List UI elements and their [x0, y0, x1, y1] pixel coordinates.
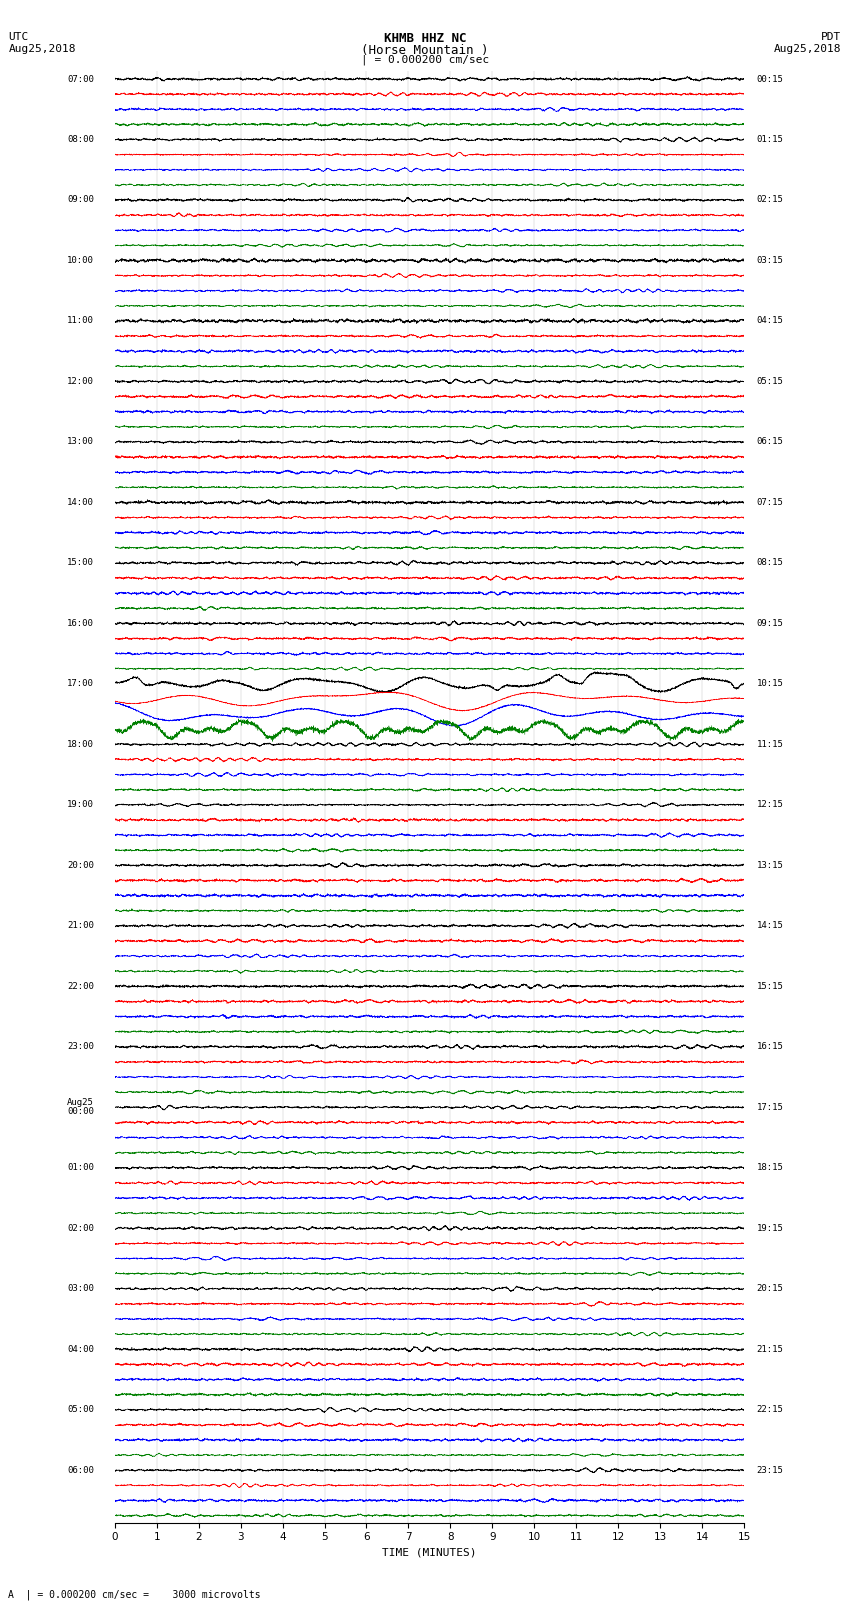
Text: 23:15: 23:15: [756, 1466, 784, 1474]
Text: 14:00: 14:00: [67, 498, 94, 506]
Text: 18:00: 18:00: [67, 740, 94, 748]
Text: A  | = 0.000200 cm/sec =    3000 microvolts: A | = 0.000200 cm/sec = 3000 microvolts: [8, 1589, 261, 1600]
X-axis label: TIME (MINUTES): TIME (MINUTES): [382, 1548, 477, 1558]
Text: 23:00: 23:00: [67, 1042, 94, 1052]
Text: 07:15: 07:15: [756, 498, 784, 506]
Text: 16:15: 16:15: [756, 1042, 784, 1052]
Text: 03:00: 03:00: [67, 1284, 94, 1294]
Text: 17:15: 17:15: [756, 1103, 784, 1111]
Text: UTC: UTC: [8, 32, 29, 42]
Text: 21:15: 21:15: [756, 1345, 784, 1353]
Text: 22:15: 22:15: [756, 1405, 784, 1415]
Text: 15:00: 15:00: [67, 558, 94, 568]
Text: 00:00: 00:00: [67, 1107, 94, 1116]
Text: 03:15: 03:15: [756, 256, 784, 265]
Text: 01:15: 01:15: [756, 135, 784, 144]
Text: 12:00: 12:00: [67, 377, 94, 386]
Text: 20:00: 20:00: [67, 861, 94, 869]
Text: 06:00: 06:00: [67, 1466, 94, 1474]
Text: 09:00: 09:00: [67, 195, 94, 205]
Text: 12:15: 12:15: [756, 800, 784, 810]
Text: 02:15: 02:15: [756, 195, 784, 205]
Text: 10:00: 10:00: [67, 256, 94, 265]
Text: 11:15: 11:15: [756, 740, 784, 748]
Text: KHMB HHZ NC: KHMB HHZ NC: [383, 32, 467, 45]
Text: 20:15: 20:15: [756, 1284, 784, 1294]
Text: 09:15: 09:15: [756, 619, 784, 627]
Text: PDT: PDT: [821, 32, 842, 42]
Text: 13:00: 13:00: [67, 437, 94, 447]
Text: 13:15: 13:15: [756, 861, 784, 869]
Text: 06:15: 06:15: [756, 437, 784, 447]
Text: 07:00: 07:00: [67, 74, 94, 84]
Text: 00:15: 00:15: [756, 74, 784, 84]
Text: 04:00: 04:00: [67, 1345, 94, 1353]
Text: 01:00: 01:00: [67, 1163, 94, 1173]
Text: 10:15: 10:15: [756, 679, 784, 689]
Text: 04:15: 04:15: [756, 316, 784, 326]
Text: 17:00: 17:00: [67, 679, 94, 689]
Text: 11:00: 11:00: [67, 316, 94, 326]
Text: Aug25,2018: Aug25,2018: [774, 44, 842, 53]
Text: 15:15: 15:15: [756, 982, 784, 990]
Text: 16:00: 16:00: [67, 619, 94, 627]
Text: 22:00: 22:00: [67, 982, 94, 990]
Text: 14:15: 14:15: [756, 921, 784, 931]
Text: 08:15: 08:15: [756, 558, 784, 568]
Text: 05:00: 05:00: [67, 1405, 94, 1415]
Text: 19:00: 19:00: [67, 800, 94, 810]
Text: 08:00: 08:00: [67, 135, 94, 144]
Text: 19:15: 19:15: [756, 1224, 784, 1232]
Text: Aug25: Aug25: [67, 1098, 94, 1107]
Text: Aug25,2018: Aug25,2018: [8, 44, 76, 53]
Text: 21:00: 21:00: [67, 921, 94, 931]
Text: 05:15: 05:15: [756, 377, 784, 386]
Text: 18:15: 18:15: [756, 1163, 784, 1173]
Text: (Horse Mountain ): (Horse Mountain ): [361, 44, 489, 56]
Text: | = 0.000200 cm/sec: | = 0.000200 cm/sec: [361, 55, 489, 66]
Text: 02:00: 02:00: [67, 1224, 94, 1232]
